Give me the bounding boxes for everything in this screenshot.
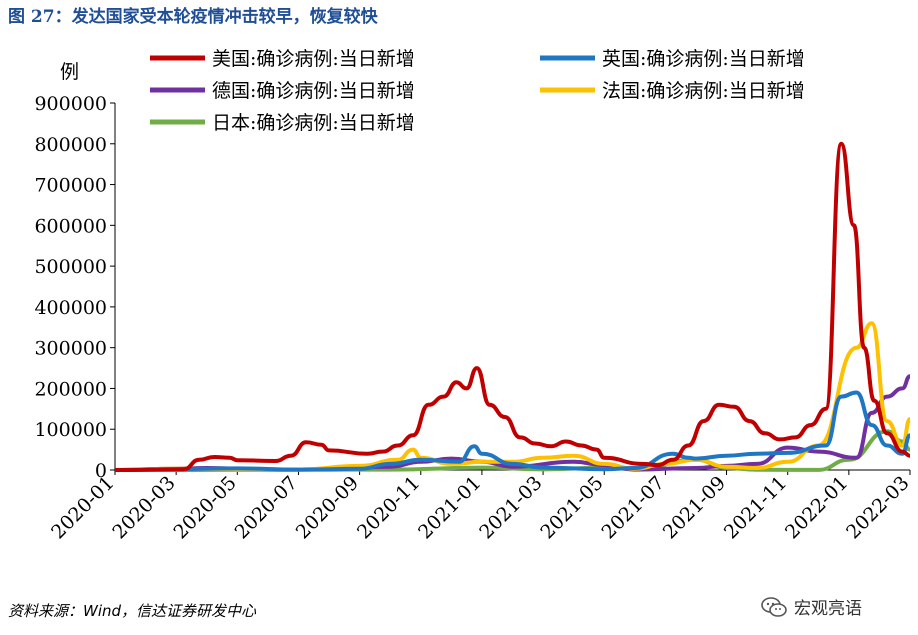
figure-title: 图 27：发达国家受本轮疫情冲击较早，恢复较快 — [8, 7, 378, 27]
x-tick-label: 2021-01 — [414, 472, 485, 543]
x-tick-label: 2022-03 — [842, 472, 913, 543]
series-line-0 — [114, 141, 911, 472]
watermark: 宏观亮语 — [760, 594, 862, 619]
y-tick-label: 300000 — [34, 338, 107, 360]
x-tick-label: 2021-07 — [598, 472, 669, 543]
x-tick-label: 2021-03 — [475, 472, 546, 543]
watermark-text: 宏观亮语 — [794, 599, 862, 619]
x-tick-label: 2020-05 — [169, 472, 240, 543]
legend-label-0: 美国:确诊病例:当日新增 — [212, 48, 415, 70]
series-line-3 — [114, 321, 912, 472]
legend-label-3: 法国:确诊病例:当日新增 — [602, 80, 805, 102]
x-tick-label: 2021-11 — [720, 472, 791, 543]
x-tick-label: 2020-03 — [108, 472, 179, 543]
y-tick-label: 100000 — [34, 419, 107, 441]
y-tick-label: 700000 — [34, 175, 107, 197]
y-tick-label: 400000 — [34, 297, 107, 319]
x-tick-label: 2020-01 — [47, 472, 118, 543]
source-note: 资料来源：Wind，信达证券研发中心 — [8, 602, 257, 620]
legend-label-4: 日本:确诊病例:当日新增 — [212, 112, 415, 134]
chart-series-lines — [114, 141, 912, 473]
x-tick-label: 2022-01 — [781, 472, 852, 543]
legend-label-1: 英国:确诊病例:当日新增 — [602, 48, 805, 70]
x-tick-label: 2020-07 — [231, 472, 302, 543]
y-tick-label: 200000 — [34, 378, 107, 400]
x-tick-label: 2021-09 — [659, 472, 730, 543]
x-tick-label: 2020-11 — [353, 472, 424, 543]
y-tick-label: 600000 — [34, 215, 107, 237]
y-tick-label: 500000 — [34, 256, 107, 278]
y-tick-label: 900000 — [34, 93, 107, 115]
series-line-1 — [114, 390, 912, 472]
y-tick-label: 800000 — [34, 134, 107, 156]
y-axis-label: 例 — [60, 61, 79, 83]
x-tick-label: 2021-05 — [536, 472, 607, 543]
wechat-icon — [761, 596, 787, 617]
y-tick-label: 0 — [95, 460, 107, 482]
x-tick-label: 2020-09 — [292, 472, 363, 543]
legend-label-2: 德国:确诊病例:当日新增 — [212, 80, 415, 102]
